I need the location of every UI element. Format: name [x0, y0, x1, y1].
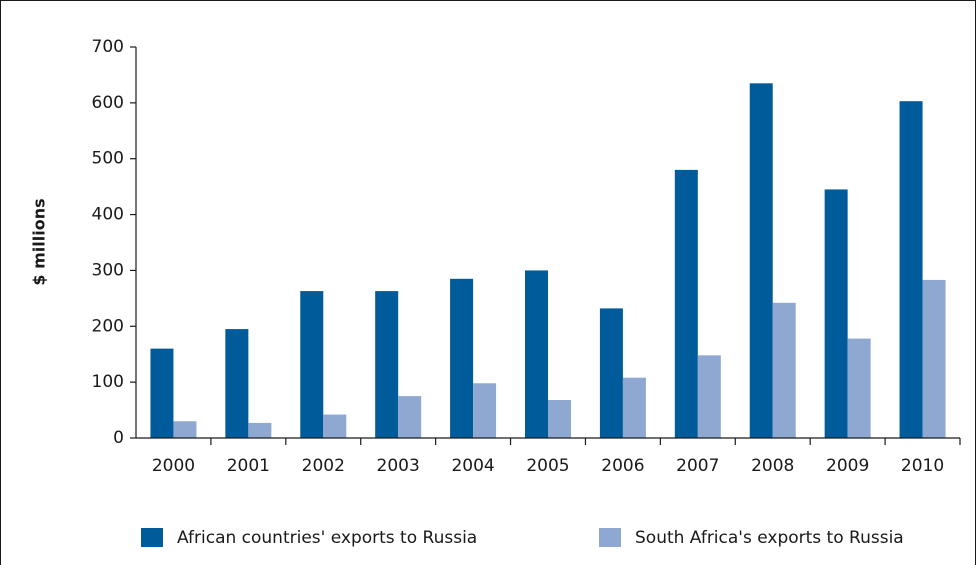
bar: [300, 291, 324, 438]
y-tick-label: 500: [92, 149, 124, 169]
x-tick-label: 2010: [901, 456, 944, 476]
legend-swatch: [599, 528, 621, 547]
bar: [697, 355, 721, 438]
y-tick-label: 200: [92, 316, 124, 336]
bar: [150, 348, 174, 438]
bar: [323, 414, 347, 438]
x-tick-label: 2004: [451, 456, 494, 476]
x-tick-label: 2002: [302, 456, 345, 476]
y-tick-label: 700: [92, 37, 124, 57]
x-tick-label: 2007: [676, 456, 719, 476]
y-tick-label: 600: [92, 93, 124, 113]
bar: [622, 377, 646, 438]
bar: [548, 400, 571, 438]
bar: [248, 422, 272, 438]
bar: [398, 396, 422, 438]
bar: [599, 308, 623, 438]
legend-swatch: [141, 528, 163, 547]
x-tick-label: 2008: [751, 456, 794, 476]
bar: [173, 421, 197, 438]
y-tick-label: 300: [92, 260, 124, 280]
y-tick-label: 400: [92, 205, 124, 225]
bar: [824, 189, 848, 438]
bar: [473, 383, 497, 438]
bar: [525, 270, 548, 438]
y-tick-label: 100: [92, 372, 124, 392]
bar: [847, 338, 871, 438]
y-axis-label: $ millions: [30, 198, 49, 285]
x-tick-label: 2003: [377, 456, 420, 476]
x-tick-label: 2009: [826, 456, 869, 476]
bar: [749, 83, 773, 439]
bar: [225, 329, 249, 438]
bar: [375, 291, 399, 438]
x-tick-label: 2001: [227, 456, 270, 476]
bar: [450, 278, 474, 438]
bar: [674, 169, 698, 438]
legend-label: South Africa's exports to Russia: [635, 528, 904, 548]
legend-label: African countries' exports to Russia: [177, 528, 477, 548]
x-tick-label: 2000: [152, 456, 195, 476]
x-tick-label: 2006: [601, 456, 644, 476]
x-tick-label: 2005: [526, 456, 569, 476]
bar: [922, 279, 946, 438]
y-tick-label: 0: [113, 428, 124, 448]
bar: [772, 302, 796, 438]
bar: [899, 101, 923, 438]
